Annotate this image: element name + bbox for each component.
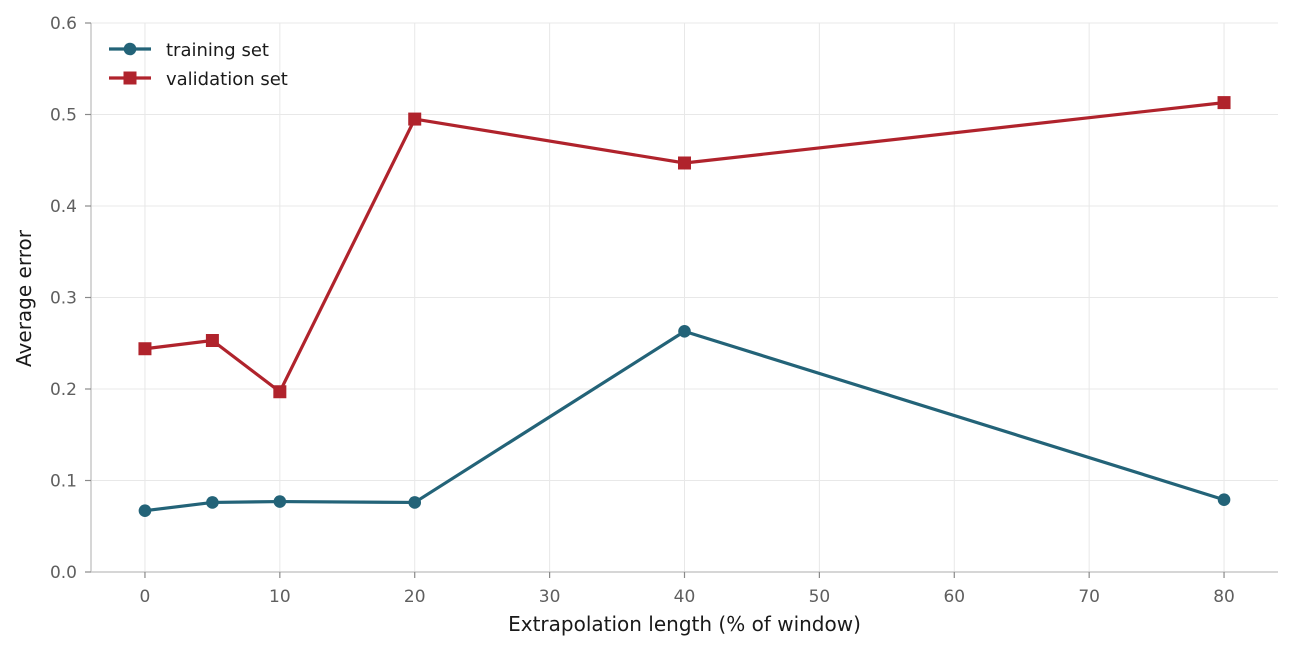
x-tick-label: 50 (809, 587, 831, 607)
x-tick-label: 40 (674, 587, 696, 607)
legend-swatch-marker (123, 71, 137, 85)
x-tick-label: 80 (1213, 587, 1235, 607)
series-validation-set (138, 96, 1231, 399)
y-tick-label: 0.0 (50, 563, 77, 583)
series-line (144, 329, 1225, 513)
x-tick-label: 30 (539, 587, 561, 607)
y-tick-label: 0.2 (50, 380, 77, 400)
legend-label: training set (166, 40, 269, 61)
legend: training set validation set (109, 40, 288, 90)
data-point (206, 496, 219, 509)
data-point (1217, 96, 1231, 110)
data-point (1217, 493, 1231, 507)
axes-layer: 0 10 20 30 40 50 60 70 80 0.0 0.1 0.2 0.3 0.4 0.5 0.6 (50, 14, 1278, 607)
x-axis-title: Extrapolation length (% of window) (508, 612, 861, 636)
series-line (144, 101, 1225, 394)
x-tick-label: 0 (140, 587, 151, 607)
series-training-set (138, 325, 1231, 517)
y-tick-label: 0.6 (50, 14, 77, 34)
data-point (205, 334, 219, 348)
data-point (138, 342, 152, 356)
legend-swatch-marker (123, 42, 137, 56)
x-tick-label: 20 (404, 587, 426, 607)
grid-layer (91, 22, 1278, 573)
legend-entry: training set (109, 40, 269, 61)
x-tick-label: 60 (943, 587, 965, 607)
data-point (678, 156, 691, 170)
y-tick-label: 0.3 (50, 289, 77, 309)
y-axis-title: Average error (12, 229, 36, 367)
x-tick-label: 10 (269, 587, 291, 607)
y-tick-label: 0.4 (50, 197, 77, 217)
data-point (678, 325, 691, 338)
y-tick-label: 0.5 (50, 106, 77, 126)
legend-label: validation set (166, 69, 288, 90)
series-layer (138, 96, 1231, 517)
data-point (138, 504, 152, 517)
legend-entry: validation set (109, 69, 288, 90)
data-point (408, 496, 422, 509)
data-point (273, 495, 287, 508)
data-point (273, 385, 287, 399)
x-tick-label: 70 (1078, 587, 1100, 607)
y-tick-label: 0.1 (50, 472, 77, 492)
data-point (408, 112, 422, 126)
